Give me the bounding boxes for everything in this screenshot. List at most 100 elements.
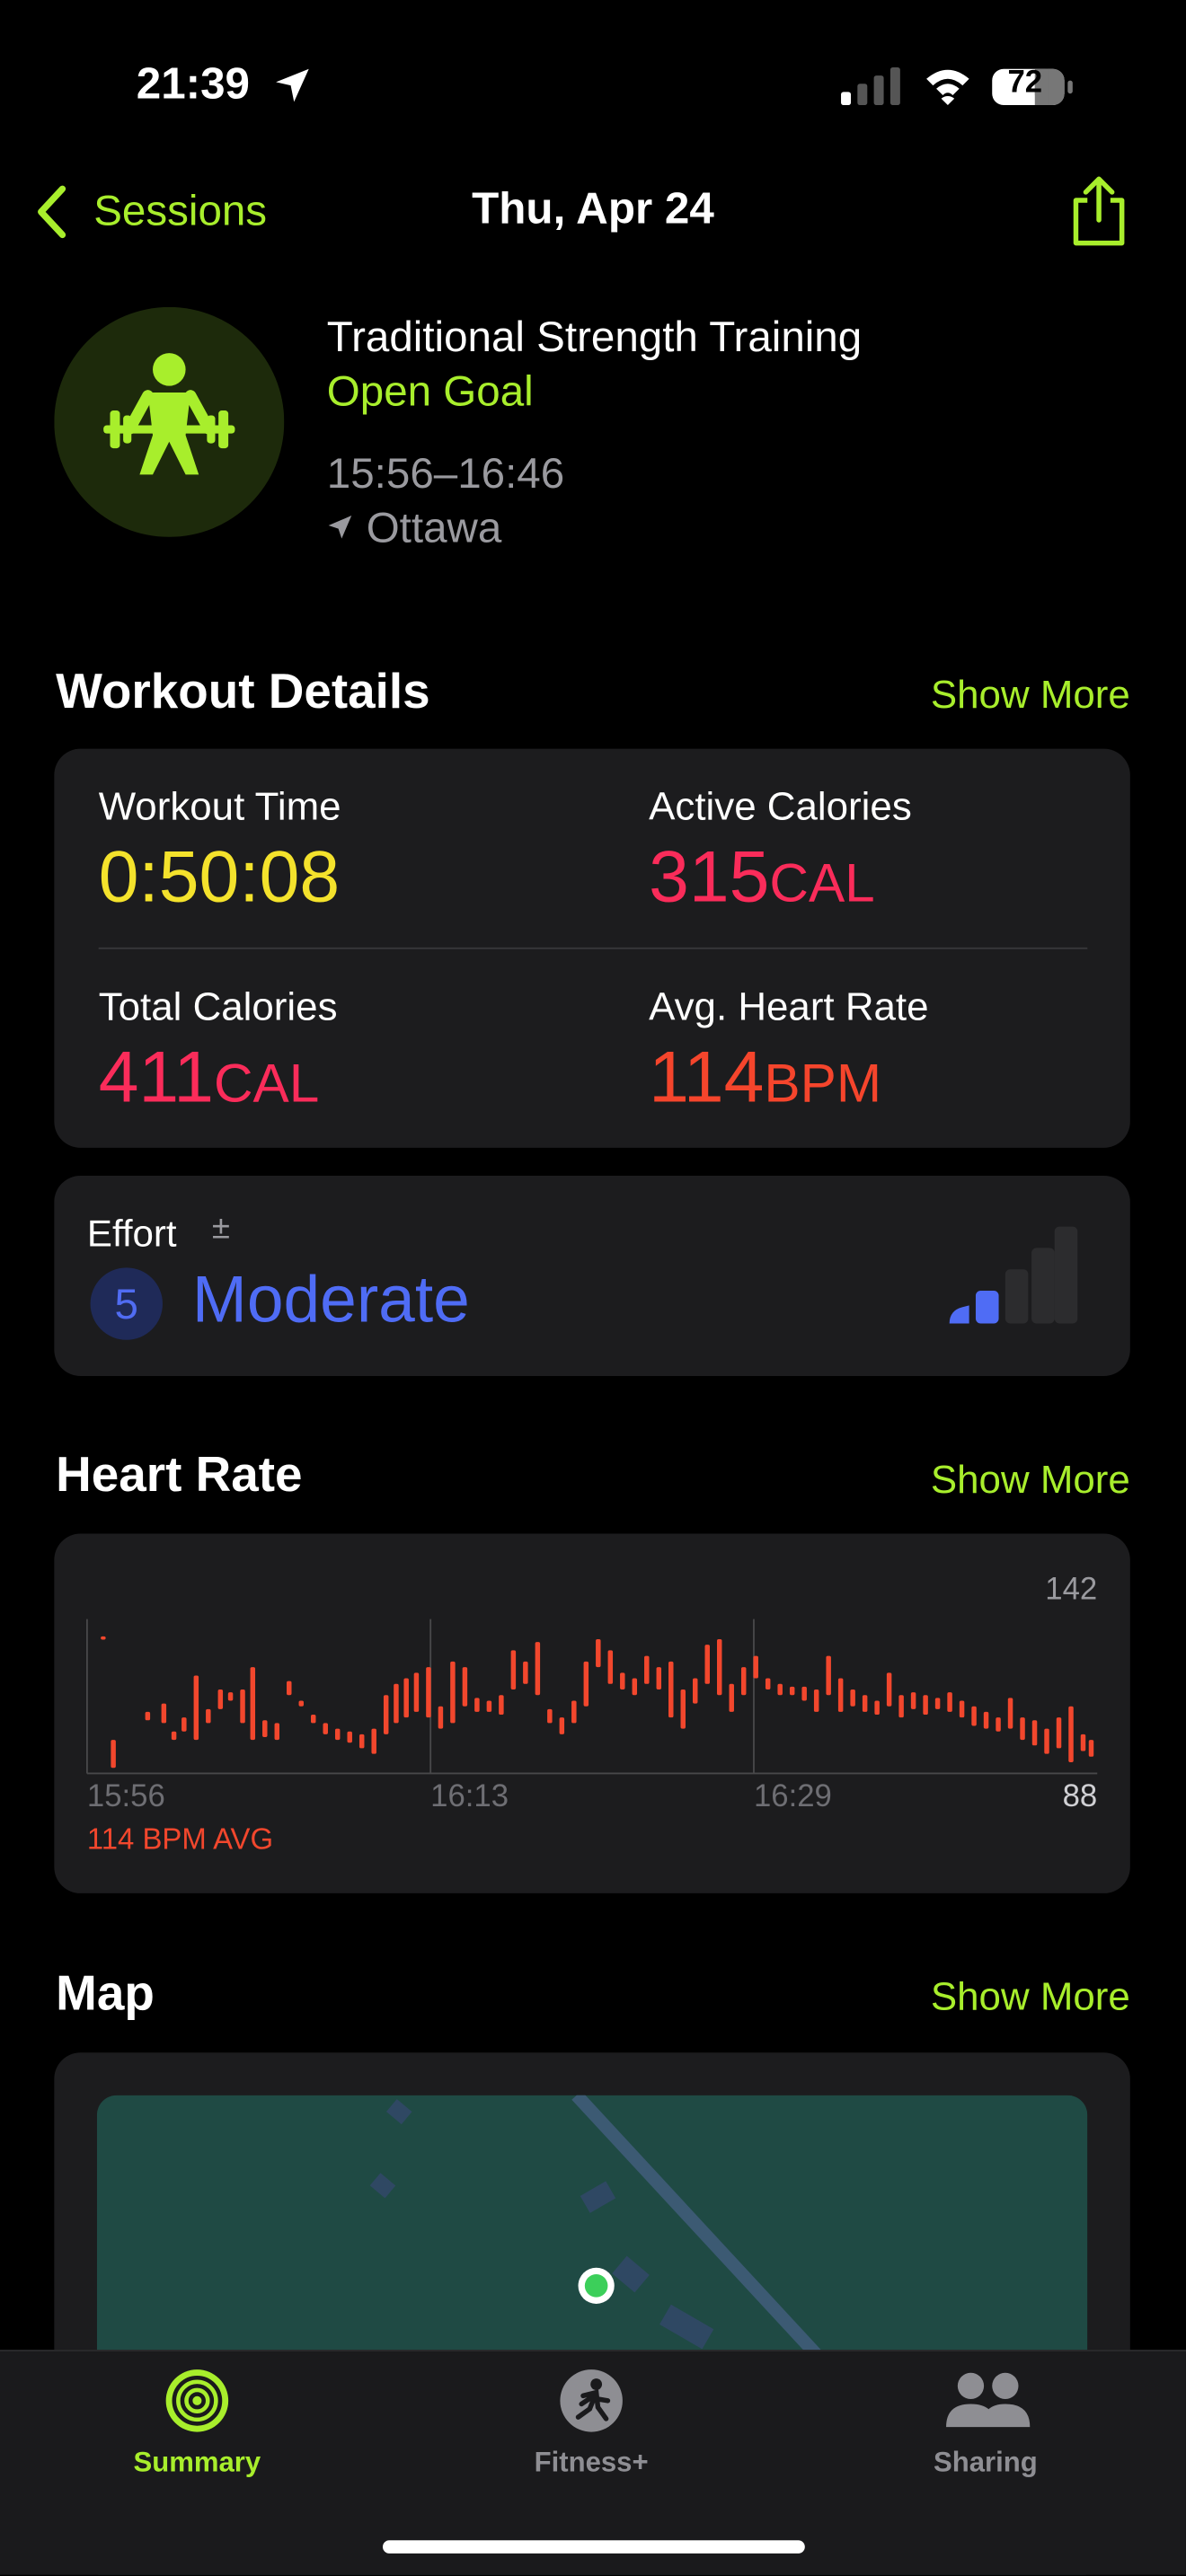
metric-value-group: 315CAL <box>649 837 875 919</box>
heart-rate-range <box>181 1717 187 1732</box>
x-tick-label: 16:29 <box>754 1779 832 1813</box>
effort-text: Moderate <box>191 1264 470 1337</box>
location-icon <box>276 68 309 102</box>
heart-rate-range <box>413 1672 420 1712</box>
heart-rate-range <box>898 1695 904 1718</box>
heart-rate-range <box>632 1678 638 1696</box>
location-icon <box>328 516 352 539</box>
back-button[interactable]: Sessions <box>93 185 268 235</box>
tab-icon <box>560 2369 623 2432</box>
section-heading: Workout Details <box>56 665 430 719</box>
heart-rate-range <box>826 1655 831 1696</box>
heart-rate-range <box>311 1715 316 1724</box>
heart-rate-range <box>996 1717 1001 1732</box>
heart-rate-range <box>923 1695 928 1716</box>
heart-rate-range <box>334 1728 341 1741</box>
home-indicator <box>382 2540 805 2554</box>
heart-rate-range <box>111 1740 116 1769</box>
status-icons <box>841 66 1073 106</box>
battery-level: 72 <box>1007 66 1043 101</box>
heart-rate-range <box>394 1683 399 1724</box>
heart-rate-range <box>777 1683 783 1696</box>
heart-rate-range <box>161 1703 167 1724</box>
avg-label: 114 BPM AVG <box>87 1822 273 1856</box>
show-more[interactable]: Show More <box>930 1975 1130 2020</box>
heart-rate-range <box>240 1689 245 1724</box>
heart-rate-range <box>765 1678 771 1690</box>
heart-rate-range <box>262 1720 268 1737</box>
heart-rate-range <box>438 1706 444 1729</box>
heart-rate-range <box>850 1689 855 1707</box>
heart-rate-range <box>1031 1720 1038 1746</box>
y-tick-label: 88 <box>1063 1779 1098 1813</box>
heart-rate-range <box>947 1692 952 1712</box>
heart-rate-range <box>1007 1698 1013 1729</box>
effort-label: Effort <box>86 1212 177 1255</box>
heart-rate-range <box>680 1689 686 1729</box>
heart-rate-range <box>1068 1706 1074 1762</box>
heart-rate-range <box>217 1689 224 1709</box>
effort-level: 5 <box>90 1267 163 1340</box>
heart-rate-range <box>729 1683 734 1712</box>
metric-unit: CAL <box>769 851 875 913</box>
heart-rate-range <box>1044 1728 1049 1754</box>
tab-icon <box>165 2369 229 2432</box>
metric-label: Total Calories <box>98 984 338 1030</box>
heart-rate-range <box>323 1723 328 1734</box>
nav-title: Thu, Apr 24 <box>472 183 714 234</box>
heart-rate-range <box>789 1686 795 1696</box>
heart-rate-range <box>206 1708 211 1724</box>
heart-rate-range <box>971 1706 977 1726</box>
heart-rate-range <box>886 1672 892 1707</box>
heart-rate-range <box>656 1667 662 1690</box>
heart-rate-range <box>535 1642 541 1696</box>
workout-name: Traditional Strength Training <box>326 312 863 362</box>
heart-rate-range <box>1056 1717 1062 1749</box>
heart-rate-chart: 15:56 16:13 16:29 88 142 114 BPM AVG <box>85 1573 1098 1856</box>
x-tick-label: 16:13 <box>430 1779 509 1813</box>
heart-rate-range <box>753 1655 758 1679</box>
heart-rate-range <box>559 1717 565 1734</box>
metric-value: 0:50:08 <box>98 837 341 918</box>
show-more[interactable]: Show More <box>930 1458 1130 1503</box>
heart-rate-range <box>547 1708 553 1724</box>
tab-label[interactable]: Fitness+ <box>534 2447 649 2478</box>
heart-rate-range <box>250 1667 256 1741</box>
heart-rate-range <box>571 1700 577 1724</box>
effort-symbol: ± <box>211 1210 230 1247</box>
share-button[interactable] <box>1067 176 1129 248</box>
heart-rate-range <box>450 1661 456 1724</box>
heart-rate-range <box>934 1698 941 1709</box>
heart-rate-range <box>383 1695 389 1734</box>
y-tick-label: 142 <box>1045 1573 1097 1607</box>
metric-label: Avg. Heart Rate <box>649 984 929 1030</box>
heart-rate-range <box>426 1667 431 1718</box>
heart-rate-range <box>499 1695 504 1716</box>
section-heading: Heart Rate <box>56 1448 303 1503</box>
tab-label[interactable]: Sharing <box>934 2447 1038 2478</box>
heart-rate-range <box>358 1734 365 1749</box>
heart-rate-range <box>837 1678 844 1712</box>
workout-goal: Open Goal <box>326 366 534 416</box>
effort-card[interactable] <box>54 1175 1130 1377</box>
heart-rate-range <box>227 1692 234 1701</box>
show-more[interactable]: Show More <box>930 673 1130 718</box>
heart-rate-range <box>862 1695 868 1712</box>
tab-label[interactable]: Summary <box>133 2447 261 2478</box>
heart-rate-range <box>596 1638 601 1668</box>
heart-rate-range <box>583 1661 589 1707</box>
back-chevron[interactable] <box>33 184 73 240</box>
metric-value: 315 <box>649 837 770 918</box>
heart-rate-range <box>145 1711 151 1721</box>
heart-rate-range <box>983 1711 989 1729</box>
separator <box>98 947 1088 949</box>
heart-rate-range <box>607 1650 614 1684</box>
effort-bars <box>949 1226 1078 1324</box>
heart-rate-card <box>54 1533 1130 1893</box>
heart-rate-range <box>716 1638 722 1696</box>
heart-rate-range <box>371 1728 376 1754</box>
heart-rate-range <box>523 1661 528 1684</box>
